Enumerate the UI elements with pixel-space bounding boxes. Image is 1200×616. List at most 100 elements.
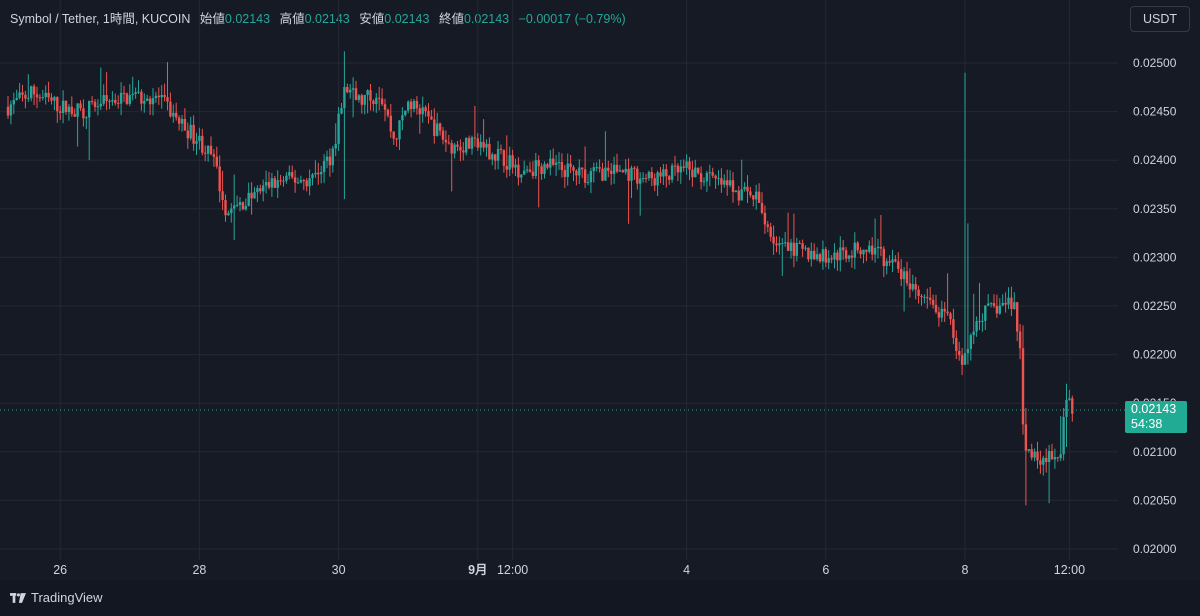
candle-body — [186, 130, 189, 139]
candle-body — [975, 321, 978, 332]
candle-body — [505, 165, 508, 170]
candle-body — [610, 170, 613, 174]
candle-body — [583, 169, 587, 183]
candle-body — [349, 89, 352, 93]
bar-countdown: 54:38 — [1131, 417, 1163, 431]
candle-body — [1062, 416, 1065, 455]
candle-body — [792, 242, 796, 256]
candle-body — [746, 186, 749, 192]
candles-layer — [6, 51, 1074, 506]
candle-body — [665, 169, 668, 177]
candle-body — [888, 261, 891, 263]
candle-body — [151, 98, 155, 105]
candle-body — [494, 154, 497, 161]
candle-body — [296, 182, 300, 184]
candle-body — [201, 135, 204, 153]
price-tick-label: 0.02400 — [1133, 153, 1177, 167]
candle-body — [902, 271, 906, 280]
candle-body — [250, 192, 253, 199]
candle-body — [772, 236, 775, 244]
candle-body — [383, 104, 387, 110]
candle-body — [389, 115, 392, 132]
price-tick-label: 0.02300 — [1133, 250, 1177, 264]
candle-body — [581, 167, 584, 170]
candle-body — [351, 88, 355, 90]
candle-body — [586, 182, 590, 184]
candle-body — [833, 252, 836, 260]
candle-body — [931, 299, 935, 305]
currency-button[interactable]: USDT — [1130, 6, 1190, 32]
candle-body — [183, 118, 187, 131]
candle-body — [647, 172, 651, 179]
candle-body — [1010, 297, 1013, 310]
candle-body — [70, 106, 73, 115]
candle-body — [308, 178, 311, 187]
candle-body — [578, 167, 581, 176]
candle-body — [82, 108, 85, 119]
candle-body — [1007, 297, 1010, 305]
candle-body — [392, 131, 395, 139]
candle-body — [117, 103, 120, 105]
candle-body — [639, 178, 642, 184]
candle-body — [955, 337, 958, 351]
candle-body — [844, 250, 848, 259]
candle-body — [705, 172, 709, 182]
candle-body — [737, 190, 740, 201]
candle-body — [670, 165, 674, 180]
candle-body — [131, 93, 134, 96]
candle-body — [470, 137, 474, 149]
price-axis[interactable]: 0.020000.020500.021000.021500.022000.022… — [1133, 56, 1177, 556]
time-tick-label: 12:00 — [1054, 563, 1085, 577]
candle-body — [175, 112, 178, 118]
candle-body — [937, 312, 941, 318]
candle-body — [815, 254, 819, 260]
candle-body — [76, 103, 79, 117]
candle-body — [122, 92, 126, 94]
tradingview-logo[interactable]: TradingView — [10, 590, 103, 605]
candle-body — [462, 150, 465, 153]
time-tick-label: 9月 — [468, 563, 487, 577]
candle-body — [929, 297, 932, 300]
candle-body — [717, 178, 720, 180]
candle-body — [514, 164, 517, 168]
candle-body — [682, 166, 685, 168]
candle-body — [346, 87, 349, 93]
chart-legend: Symbol / Tether, 1時間, KUCOIN 始値0.02143 高… — [10, 8, 626, 27]
candle-body — [363, 94, 366, 105]
candle-body — [322, 160, 326, 173]
candle-body — [525, 169, 529, 171]
candle-body — [760, 202, 764, 213]
time-tick-label: 28 — [192, 563, 206, 577]
candle-body — [694, 167, 697, 178]
candle-body — [485, 143, 488, 148]
candle-body — [105, 95, 108, 102]
time-tick-label: 6 — [822, 563, 829, 577]
time-axis[interactable]: 26 28 30 9月 12:00 4 6 8 12:00 — [53, 563, 1085, 577]
candle-body — [325, 156, 329, 161]
candle-body — [656, 172, 659, 186]
candle-body — [871, 245, 874, 255]
candle-body — [438, 123, 442, 131]
candle-body — [73, 114, 76, 117]
candle-body — [807, 247, 810, 260]
candle-body — [467, 137, 471, 149]
low-label: 安値 — [359, 12, 385, 26]
candle-body — [914, 284, 917, 290]
candle-body — [798, 242, 801, 244]
price-chart[interactable]: 0.020000.020500.021000.021500.022000.022… — [0, 0, 1200, 580]
candle-body — [41, 97, 44, 99]
candle-body — [1068, 398, 1071, 400]
candle-body — [987, 303, 990, 306]
candle-body — [926, 296, 929, 298]
candle-body — [662, 169, 665, 177]
candle-body — [38, 97, 42, 99]
candle-body — [989, 303, 993, 305]
candle-body — [282, 180, 285, 182]
candle-body — [215, 156, 218, 167]
candle-body — [702, 181, 706, 183]
candle-body — [90, 100, 94, 102]
candle-body — [531, 171, 535, 176]
close-value: 0.02143 — [463, 12, 510, 26]
candle-body — [734, 190, 738, 193]
candle-body — [128, 95, 131, 104]
